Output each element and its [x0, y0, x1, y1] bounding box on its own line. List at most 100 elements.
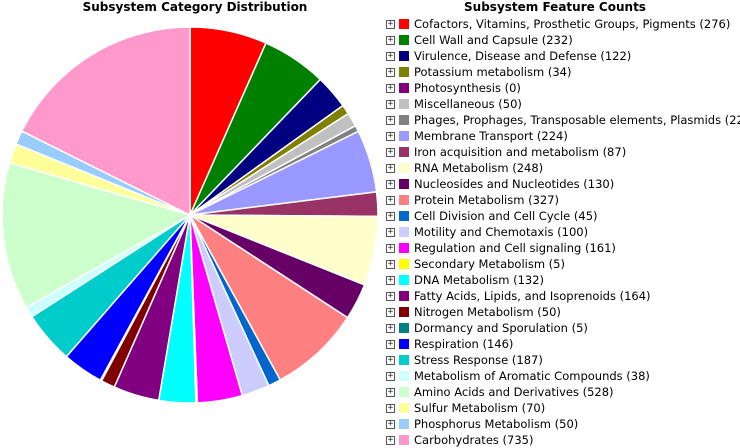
legend-item: + Cofactors, Vitamins, Prosthetic Groups,… [386, 16, 738, 32]
legend-swatch [399, 99, 409, 109]
legend-item: + DNA Metabolism (132) [386, 272, 738, 288]
pie-slice[interactable] [1, 161, 192, 309]
legend-swatch [399, 275, 409, 285]
legend-swatch [399, 243, 409, 253]
expand-toggle-icon[interactable]: + [386, 130, 395, 141]
legend-item: + Metabolism of Aromatic Compounds (38) [386, 368, 738, 384]
legend-label: Virulence, Disease and Defense (122) [414, 49, 632, 63]
legend-label: Metabolism of Aromatic Compounds (38) [414, 369, 650, 383]
legend: + Cofactors, Vitamins, Prosthetic Groups,… [386, 16, 740, 448]
legend-label: Secondary Metabolism (5) [414, 257, 565, 271]
legend-item: + Stress Response (187) [386, 352, 738, 368]
legend-item: + Cell Division and Cell Cycle (45) [386, 208, 738, 224]
legend-swatch [399, 227, 409, 237]
expand-toggle-icon[interactable]: + [386, 306, 395, 317]
legend-item: + Nucleosides and Nucleotides (130) [386, 176, 738, 192]
legend-item: + Dormancy and Sporulation (5) [386, 320, 738, 336]
expand-toggle-icon[interactable]: + [386, 290, 395, 301]
legend-item: + Phages, Prophages, Transposable element… [386, 112, 740, 128]
legend-swatch [399, 179, 409, 189]
legend-swatch [399, 195, 409, 205]
expand-toggle-icon[interactable]: + [386, 434, 395, 445]
legend-item: + Phosphorus Metabolism (50) [386, 416, 738, 432]
expand-toggle-icon[interactable]: + [386, 370, 395, 381]
legend-swatch [399, 115, 409, 125]
legend-label: Miscellaneous (50) [414, 97, 522, 111]
expand-toggle-icon[interactable]: + [386, 162, 395, 173]
legend-label: Respiration (146) [414, 337, 514, 351]
pie-slice[interactable] [189, 214, 349, 381]
expand-toggle-icon[interactable]: + [386, 18, 395, 29]
legend-label: Nucleosides and Nucleotides (130) [414, 177, 615, 191]
expand-toggle-icon[interactable]: + [386, 50, 395, 61]
legend-label: Cell Division and Cell Cycle (45) [414, 209, 598, 223]
legend-label: Nitrogen Metabolism (50) [414, 305, 561, 319]
legend-label: Sulfur Metabolism (70) [414, 401, 546, 415]
pie-slice[interactable] [20, 26, 191, 217]
legend-label: Regulation and Cell signaling (161) [414, 241, 616, 255]
legend-label: Protein Metabolism (327) [414, 193, 560, 207]
legend-label: Photosynthesis (0) [414, 81, 521, 95]
legend-item: + Fatty Acids, Lipids, and Isoprenoids (1… [386, 288, 738, 304]
expand-toggle-icon[interactable]: + [386, 242, 395, 253]
legend-item: + Sulfur Metabolism (70) [386, 400, 738, 416]
legend-swatch [399, 67, 409, 77]
legend-label: DNA Metabolism (132) [414, 273, 545, 287]
expand-toggle-icon[interactable]: + [386, 226, 395, 237]
expand-toggle-icon[interactable]: + [386, 386, 395, 397]
legend-item: + RNA Metabolism (248) [386, 160, 738, 176]
legend-label: Potassium metabolism (34) [414, 65, 572, 79]
legend-item: + Virulence, Disease and Defense (122) [386, 48, 738, 64]
legend-swatch [399, 355, 409, 365]
expand-toggle-icon[interactable]: + [386, 66, 395, 77]
expand-toggle-icon[interactable]: + [386, 322, 395, 333]
legend-item: + Membrane Transport (224) [386, 128, 738, 144]
legend-label: Dormancy and Sporulation (5) [414, 321, 588, 335]
expand-toggle-icon[interactable]: + [386, 114, 395, 125]
legend-item: + Photosynthesis (0) [386, 80, 738, 96]
legend-swatch [399, 131, 409, 141]
legend-label: Membrane Transport (224) [414, 129, 568, 143]
expand-toggle-icon[interactable]: + [386, 338, 395, 349]
expand-toggle-icon[interactable]: + [386, 210, 395, 221]
expand-toggle-icon[interactable]: + [386, 82, 395, 93]
legend-swatch [399, 371, 409, 381]
legend-swatch [399, 259, 409, 269]
legend-swatch [399, 163, 409, 173]
pie-chart [1, 26, 379, 404]
legend-label: Fatty Acids, Lipids, and Isoprenoids (16… [414, 289, 651, 303]
expand-toggle-icon[interactable]: + [386, 258, 395, 269]
legend-item: + Regulation and Cell signaling (161) [386, 240, 738, 256]
legend-label: Stress Response (187) [414, 353, 543, 367]
expand-toggle-icon[interactable]: + [386, 354, 395, 365]
legend-swatch [399, 339, 409, 349]
expand-toggle-icon[interactable]: + [386, 146, 395, 157]
legend-item: + Iron acquisition and metabolism (87) [386, 144, 738, 160]
expand-toggle-icon[interactable]: + [386, 194, 395, 205]
legend-label: RNA Metabolism (248) [414, 161, 544, 175]
legend-item: + Amino Acids and Derivatives (528) [386, 384, 738, 400]
expand-toggle-icon[interactable]: + [386, 274, 395, 285]
legend-title: Subsystem Feature Counts [464, 0, 646, 14]
expand-toggle-icon[interactable]: + [386, 402, 395, 413]
legend-swatch [399, 211, 409, 221]
legend-item: + Cell Wall and Capsule (232) [386, 32, 738, 48]
legend-swatch [399, 147, 409, 157]
legend-item: + Nitrogen Metabolism (50) [386, 304, 738, 320]
legend-swatch [399, 51, 409, 61]
legend-label: Phages, Prophages, Transposable elements… [414, 113, 740, 127]
legend-label: Carbohydrates (735) [414, 433, 534, 447]
legend-swatch [399, 83, 409, 93]
legend-swatch [399, 435, 409, 445]
legend-label: Cofactors, Vitamins, Prosthetic Groups, … [414, 17, 731, 31]
legend-swatch [399, 291, 409, 301]
expand-toggle-icon[interactable]: + [386, 418, 395, 429]
legend-swatch [399, 403, 409, 413]
expand-toggle-icon[interactable]: + [386, 34, 395, 45]
expand-toggle-icon[interactable]: + [386, 98, 395, 109]
expand-toggle-icon[interactable]: + [386, 178, 395, 189]
legend-item: + Potassium metabolism (34) [386, 64, 738, 80]
legend-label: Amino Acids and Derivatives (528) [414, 385, 614, 399]
legend-label: Motility and Chemotaxis (100) [414, 225, 589, 239]
legend-label: Cell Wall and Capsule (232) [414, 33, 573, 47]
